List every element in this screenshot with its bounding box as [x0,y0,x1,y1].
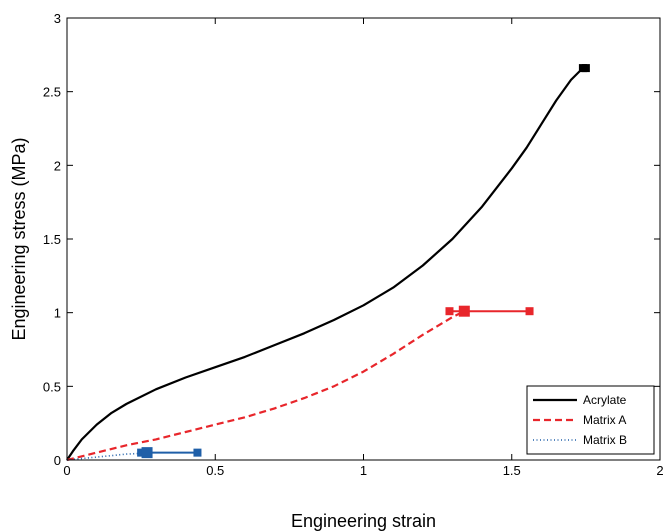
failure-point [525,307,534,316]
failure-point-mean [458,305,470,317]
failure-point-mean [141,447,153,459]
axis-ticks: 0 0.5 1 1.5 2 0 0.5 1 1.5 2 2.5 3 [43,11,664,478]
x-axis-title: Engineering strain [291,511,436,531]
legend-label: Matrix A [583,413,626,427]
x-tick-label: 1.5 [503,463,521,478]
y-tick-label: 2 [54,158,61,173]
legend-label: Matrix B [583,433,627,447]
series-line-acrylate [66,67,587,461]
x-tick-label: 1 [360,463,367,478]
failure-point [581,64,590,73]
y-tick-label: 0 [54,453,61,468]
x-tick-label: 0 [63,463,70,478]
legend: Acrylate Matrix A Matrix B [526,385,655,455]
x-tick-label: 0.5 [206,463,224,478]
series-layer [66,67,587,462]
series-line-matrix-a [66,310,465,462]
y-axis-title: Engineering stress (MPa) [9,137,29,340]
failure-marker-layer [137,64,590,459]
failure-point [193,448,202,457]
y-tick-label: 3 [54,11,61,26]
y-tick-label: 1.5 [43,232,61,247]
y-tick-label: 0.5 [43,379,61,394]
legend-label: Acrylate [583,393,627,407]
y-axis-title-group: Engineering stress (MPa) [9,137,29,340]
failure-point [445,307,454,316]
failure-point [137,448,146,457]
y-tick-label: 1 [54,306,61,321]
x-tick-label: 2 [656,463,663,478]
y-tick-label: 2.5 [43,85,61,100]
